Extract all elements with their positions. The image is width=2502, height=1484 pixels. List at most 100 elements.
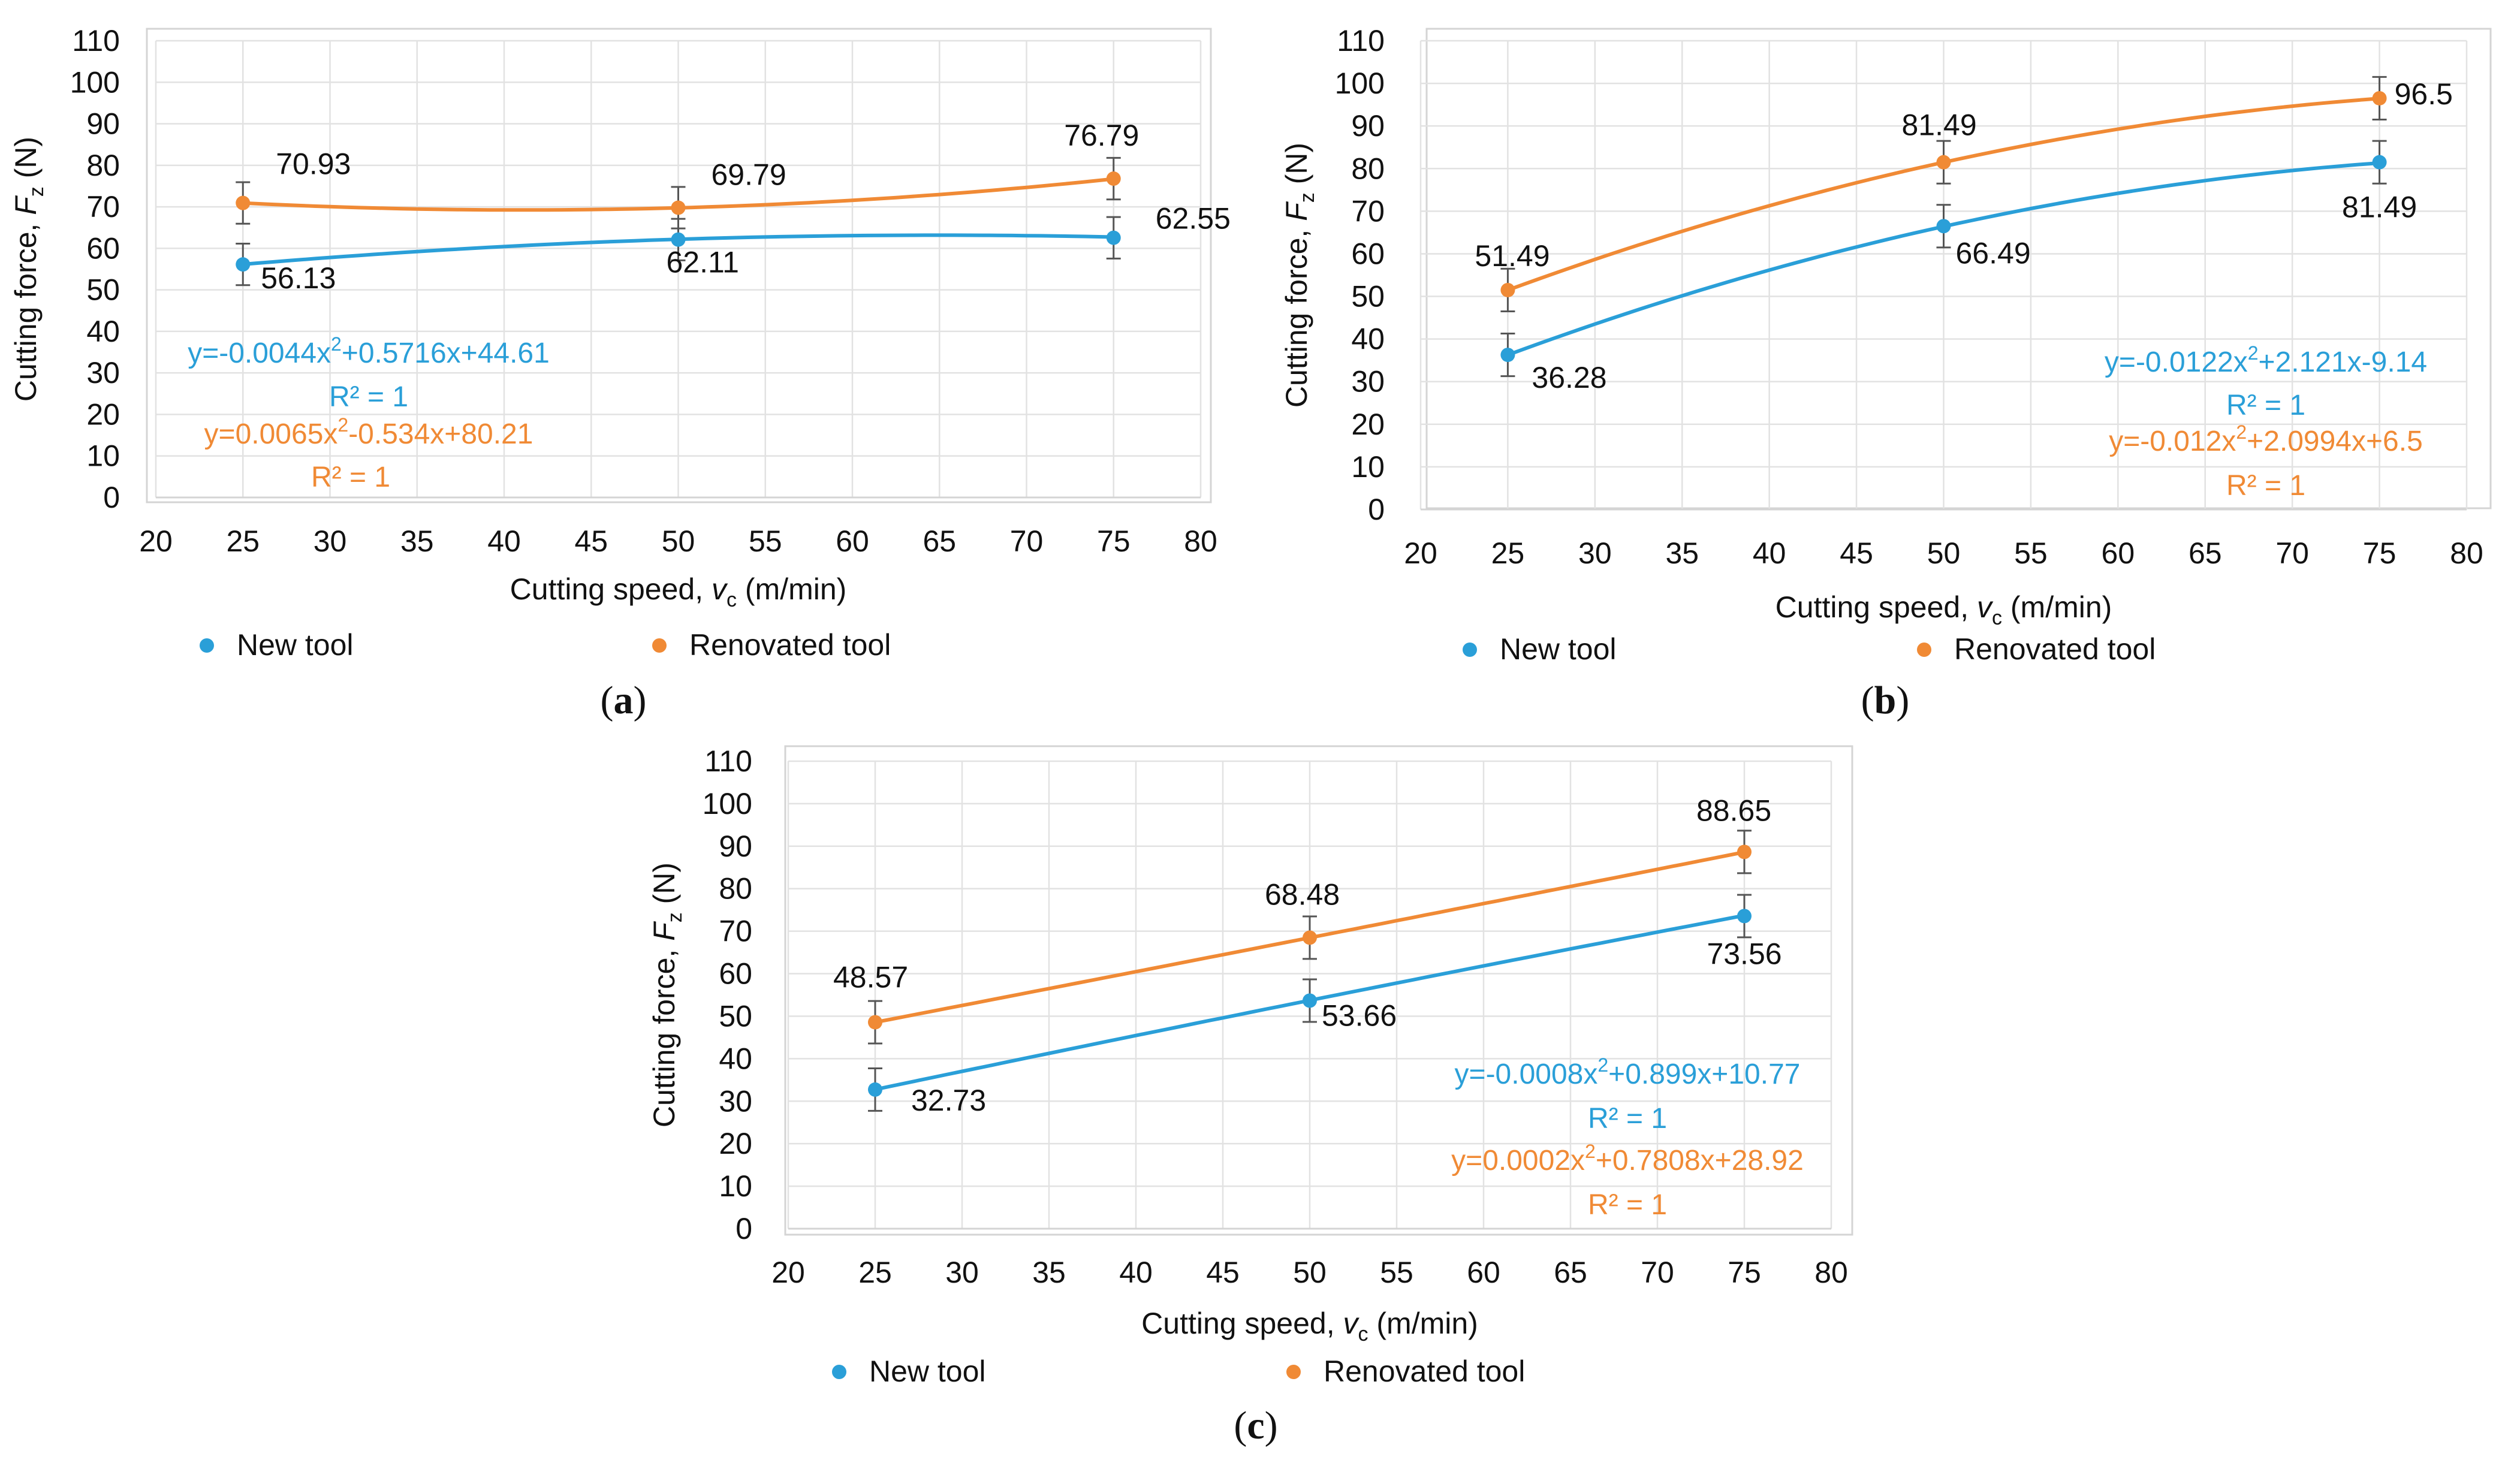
y-tick-label: 80 (86, 149, 120, 182)
data-point (1737, 844, 1752, 859)
legend-entry: New tool (1500, 632, 1617, 666)
data-point (1303, 993, 1317, 1008)
data-label: 62.55 (1156, 202, 1231, 236)
series-renovated-tool: 70.93 69.7976.79y=0.0065x2-0.534x+80.21R²… (204, 119, 1140, 493)
y-tick-label: 110 (1337, 24, 1385, 58)
trendline-equation: y=-0.0044x2+0.5716x+44.61 (188, 333, 550, 369)
x-tick-label: 70 (1641, 1256, 1674, 1289)
y-tick-label: 10 (86, 439, 120, 473)
chart-panel-a: 0 10 20 30 40 50 60 70 80 90 100 110 20 25 30 35 40 45 50 5… (9, 24, 1231, 722)
x-tick-label: 50 (662, 524, 695, 558)
data-point (671, 232, 686, 247)
y-tick-label: 20 (1351, 408, 1385, 441)
x-tick-label: 35 (1032, 1256, 1066, 1289)
x-tick-label: 55 (2014, 536, 2048, 570)
y-tick-label: 60 (86, 231, 120, 265)
trendline-equation: y=-0.0122x2+2.121x-9.14 (2105, 342, 2427, 378)
x-tick-label: 80 (1814, 1256, 1848, 1289)
data-label: 51.49 (1475, 239, 1550, 273)
panel-label: (b) (1861, 678, 1910, 722)
x-tick-label: 30 (313, 524, 347, 558)
data-point (1500, 282, 1515, 297)
data-point (868, 1082, 882, 1097)
series-new-tool: 36.28 66.49 81.49 y=-0.0122x2+2.121x-9.14 R²… (1500, 140, 2427, 421)
legend-marker (832, 1365, 846, 1379)
y-tick-label: 40 (86, 315, 120, 348)
series-new-tool: 56.13 62.11 62.55 y=-0.0044x2+0.5716x+44.61… (188, 202, 1231, 413)
y-tick-label: 100 (703, 787, 752, 821)
x-tick-label: 20 (1404, 536, 1437, 570)
x-tick-label: 20 (771, 1256, 805, 1289)
trendline-equation: y=-0.0008x2+0.899x+10.77 (1455, 1054, 1801, 1090)
r-squared-label: R² = 1 (2226, 470, 2305, 502)
trendline-equation: y=0.0002x2+0.7808x+28.92 (1451, 1141, 1804, 1177)
x-tick-label: 65 (923, 524, 956, 558)
chart-panel-c: 0 10 20 30 40 50 60 70 80 90 100 110 20 25 30 35 40 45 50 5… (647, 744, 1853, 1447)
x-tick-label: 55 (1380, 1256, 1413, 1289)
data-point (1936, 219, 1951, 234)
y-tick-label: 20 (86, 397, 120, 431)
data-label: 96.5 (2395, 77, 2453, 111)
r-squared-label: R² = 1 (1588, 1103, 1667, 1135)
legend-marker (1463, 643, 1477, 657)
x-tick-label: 75 (1097, 524, 1131, 558)
y-tick-label: 80 (719, 872, 752, 906)
x-tick-label: 45 (1840, 536, 1873, 570)
gridlines (155, 40, 1202, 499)
legend-marker (200, 638, 214, 653)
panel-label: (c) (1234, 1404, 1277, 1447)
y-tick-label: 100 (1335, 67, 1385, 100)
chart-frame (146, 28, 1212, 503)
r-squared-label: R² = 1 (311, 462, 390, 493)
data-label: 62.11 (667, 246, 739, 279)
data-point (1500, 348, 1515, 363)
series-new-tool: 32.73 53.66 73.56 y=-0.0008x2+0.899x+10.77 R… (868, 894, 1801, 1135)
y-tick-label: 50 (86, 273, 120, 307)
trendline-equation: y=0.0065x2-0.534x+80.21 (204, 414, 533, 450)
r-squared-label: R² = 1 (329, 381, 408, 413)
y-tick-label: 90 (1351, 109, 1385, 143)
data-point (2372, 91, 2387, 105)
x-tick-label: 25 (858, 1256, 892, 1289)
data-label: 76.79 (1064, 119, 1139, 152)
y-tick-label: 90 (86, 107, 120, 141)
data-point (236, 195, 251, 210)
x-tick-label: 45 (574, 524, 608, 558)
x-tick-label: 80 (1184, 524, 1217, 558)
legend: New tool Renovated tool (200, 628, 891, 662)
x-tick-label: 45 (1206, 1256, 1240, 1289)
data-label: 73.56 (1707, 937, 1781, 970)
x-axis-title: Cutting speed, vc (m/min) (1141, 1307, 1478, 1346)
data-label: 56.13 (261, 261, 336, 295)
y-tick-label: 0 (1368, 493, 1385, 526)
x-tick-label: 70 (1010, 524, 1044, 558)
data-point (1106, 171, 1121, 186)
x-tick-label: 60 (836, 524, 869, 558)
y-tick-label: 50 (1351, 280, 1385, 313)
panel-label: (a) (601, 678, 647, 722)
data-point (236, 257, 251, 272)
y-tick-label: 30 (719, 1084, 752, 1118)
y-tick-label: 70 (86, 190, 120, 224)
r-squared-label: R² = 1 (2226, 390, 2305, 421)
legend: New tool Renovated tool (832, 1355, 1525, 1388)
y-tick-label: 30 (86, 356, 120, 390)
data-point (2372, 155, 2387, 170)
x-tick-label: 65 (1554, 1256, 1587, 1289)
y-tick-label: 90 (719, 830, 752, 863)
r-squared-label: R² = 1 (1588, 1189, 1667, 1221)
y-tick-label: 10 (719, 1169, 752, 1203)
x-tick-label: 55 (749, 524, 782, 558)
data-label: 36.28 (1532, 361, 1606, 394)
data-label: 81.49 (2342, 191, 2417, 224)
x-tick-label: 80 (2450, 536, 2483, 570)
y-tick-label: 40 (719, 1042, 752, 1075)
data-point (1936, 155, 1951, 170)
y-tick-label: 70 (719, 915, 752, 948)
y-tick-label: 0 (735, 1212, 752, 1245)
data-label: 70.93 (276, 147, 351, 181)
data-point (1737, 909, 1752, 924)
x-tick-label: 40 (487, 524, 521, 558)
x-axis-title: Cutting speed, vc (m/min) (1775, 590, 2112, 629)
